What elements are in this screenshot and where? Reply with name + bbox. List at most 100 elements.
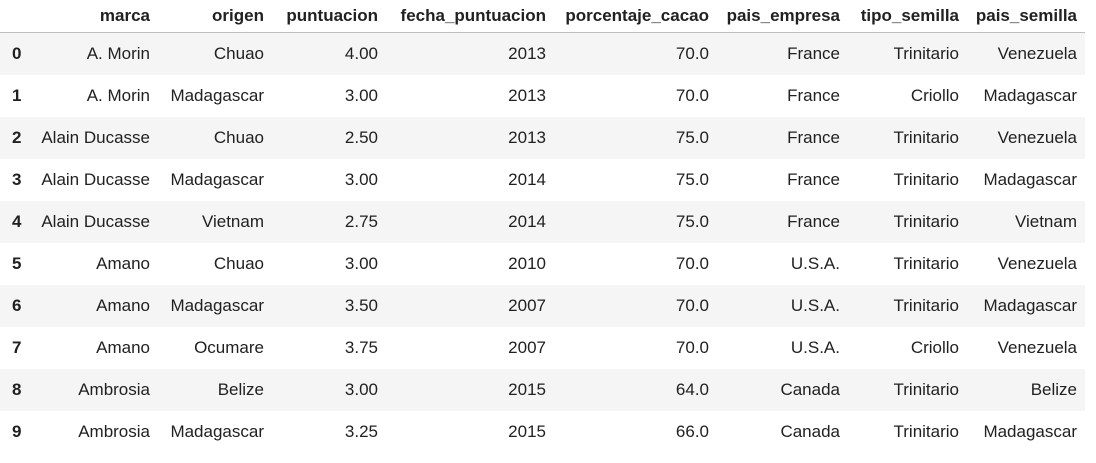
cell-porcentaje-cacao: 70.0: [675, 337, 709, 357]
table-body: 0 A. Morin Chuao 4.00 2013 70.0 France Trinitar…: [0, 32, 1085, 453]
cell-fecha-puntuacion: 2014: [508, 211, 546, 231]
cell-pais-semilla: Venezuela: [997, 337, 1077, 357]
cell-origen: Madagascar: [170, 421, 264, 441]
cell-fecha-puntuacion: 2007: [508, 295, 546, 315]
row-index: 4: [12, 211, 22, 231]
table-row: 6 Amano Madagascar 3.50 2007 70.0 U.S.A. Trinit…: [0, 284, 1085, 327]
column-header-marca: marca: [32, 0, 158, 33]
cell-marca: Alain Ducasse: [41, 169, 150, 189]
row-index: 8: [12, 379, 22, 399]
cell-tipo-semilla: Trinitario: [893, 253, 960, 273]
cell-pais-semilla: Madagascar: [983, 169, 1077, 189]
column-header-origen: origen: [158, 0, 272, 33]
cell-pais-empresa: Canada: [780, 379, 840, 399]
cell-origen: Madagascar: [170, 169, 264, 189]
cell-puntuacion: 3.00: [344, 253, 378, 273]
cell-pais-empresa: France: [787, 85, 840, 105]
cell-porcentaje-cacao: 75.0: [675, 127, 709, 147]
cell-origen: Madagascar: [170, 295, 264, 315]
cell-puntuacion: 3.00: [344, 85, 378, 105]
cell-fecha-puntuacion: 2013: [508, 127, 546, 147]
cell-puntuacion: 3.75: [344, 337, 378, 357]
cell-pais-semilla: Madagascar: [983, 295, 1077, 315]
row-index: 1: [12, 85, 22, 105]
column-header-fecha-puntuacion: fecha_puntuacion: [386, 0, 554, 33]
cell-porcentaje-cacao: 70.0: [675, 43, 709, 63]
cell-marca: Ambrosia: [78, 421, 150, 441]
row-index: 0: [12, 43, 22, 63]
cell-puntuacion: 2.75: [344, 211, 378, 231]
cell-pais-empresa: France: [787, 169, 840, 189]
row-index: 7: [12, 337, 22, 357]
cell-tipo-semilla: Criollo: [910, 85, 959, 105]
cell-marca: Alain Ducasse: [41, 211, 150, 231]
cell-origen: Chuao: [213, 127, 264, 147]
cell-porcentaje-cacao: 70.0: [675, 253, 709, 273]
cell-pais-semilla: Madagascar: [983, 421, 1077, 441]
table-row: 3 Alain Ducasse Madagascar 3.00 2014 75.0 Fran…: [0, 158, 1085, 201]
cell-marca: Alain Ducasse: [41, 127, 150, 147]
cell-pais-semilla: Belize: [1030, 379, 1077, 399]
cell-porcentaje-cacao: 64.0: [675, 379, 709, 399]
cell-fecha-puntuacion: 2014: [508, 169, 546, 189]
column-header-index: [0, 0, 32, 33]
cell-origen: Vietnam: [201, 211, 264, 231]
cell-tipo-semilla: Trinitario: [893, 379, 960, 399]
column-header-tipo-semilla: tipo_semilla: [848, 0, 967, 33]
row-index: 5: [12, 253, 22, 273]
cell-tipo-semilla: Trinitario: [893, 421, 960, 441]
cell-tipo-semilla: Criollo: [910, 337, 959, 357]
column-header-puntuacion: puntuacion: [272, 0, 386, 33]
column-header-porcentaje-cacao: porcentaje_cacao: [554, 0, 717, 33]
cell-marca: Amano: [96, 337, 150, 357]
cell-fecha-puntuacion: 2015: [508, 421, 546, 441]
cell-marca: Ambrosia: [78, 379, 150, 399]
dataframe-table: marca origen puntuacion fecha_puntuacion por…: [0, 0, 1085, 453]
row-index: 3: [12, 169, 22, 189]
column-header-pais-empresa: pais_empresa: [717, 0, 848, 33]
cell-fecha-puntuacion: 2007: [508, 337, 546, 357]
cell-pais-semilla: Madagascar: [983, 85, 1077, 105]
cell-marca: Amano: [96, 295, 150, 315]
row-index: 6: [12, 295, 22, 315]
cell-tipo-semilla: Trinitario: [893, 43, 960, 63]
row-index: 2: [12, 127, 22, 147]
cell-pais-empresa: U.S.A.: [790, 337, 840, 357]
cell-marca: A. Morin: [86, 43, 150, 63]
cell-pais-empresa: France: [787, 211, 840, 231]
cell-tipo-semilla: Trinitario: [893, 127, 960, 147]
cell-pais-semilla: Venezuela: [997, 253, 1077, 273]
cell-tipo-semilla: Trinitario: [893, 295, 960, 315]
cell-origen: Chuao: [213, 43, 264, 63]
cell-pais-empresa: U.S.A.: [790, 295, 840, 315]
cell-tipo-semilla: Trinitario: [893, 211, 960, 231]
table-row: 5 Amano Chuao 3.00 2010 70.0 U.S.A. Trinitario V…: [0, 242, 1085, 285]
cell-origen: Belize: [217, 379, 264, 399]
cell-marca: A. Morin: [86, 85, 150, 105]
header-row: marca origen puntuacion fecha_puntuacion por…: [0, 0, 1085, 33]
cell-pais-empresa: Canada: [780, 421, 840, 441]
cell-porcentaje-cacao: 66.0: [675, 421, 709, 441]
row-index: 9: [12, 421, 22, 441]
cell-porcentaje-cacao: 70.0: [675, 295, 709, 315]
cell-puntuacion: 3.50: [344, 295, 378, 315]
cell-fecha-puntuacion: 2010: [508, 253, 546, 273]
table-header: marca origen puntuacion fecha_puntuacion por…: [0, 0, 1085, 33]
cell-marca: Amano: [96, 253, 150, 273]
cell-pais-semilla: Venezuela: [997, 127, 1077, 147]
cell-porcentaje-cacao: 75.0: [675, 169, 709, 189]
cell-porcentaje-cacao: 70.0: [675, 85, 709, 105]
cell-fecha-puntuacion: 2013: [508, 85, 546, 105]
cell-origen: Ocumare: [194, 337, 264, 357]
cell-puntuacion: 3.00: [344, 169, 378, 189]
cell-pais-empresa: France: [787, 127, 840, 147]
table-row: 7 Amano Ocumare 3.75 2007 70.0 U.S.A. Criollo Ve…: [0, 326, 1085, 369]
cell-porcentaje-cacao: 75.0: [675, 211, 709, 231]
cell-puntuacion: 3.25: [344, 421, 378, 441]
cell-tipo-semilla: Trinitario: [893, 169, 960, 189]
column-header-pais-semilla: pais_semilla: [967, 0, 1085, 33]
table-row: 2 Alain Ducasse Chuao 2.50 2013 75.0 France Tri…: [0, 116, 1085, 159]
cell-pais-semilla: Venezuela: [997, 43, 1077, 63]
table-row: 1 A. Morin Madagascar 3.00 2013 70.0 France Cri…: [0, 74, 1085, 117]
